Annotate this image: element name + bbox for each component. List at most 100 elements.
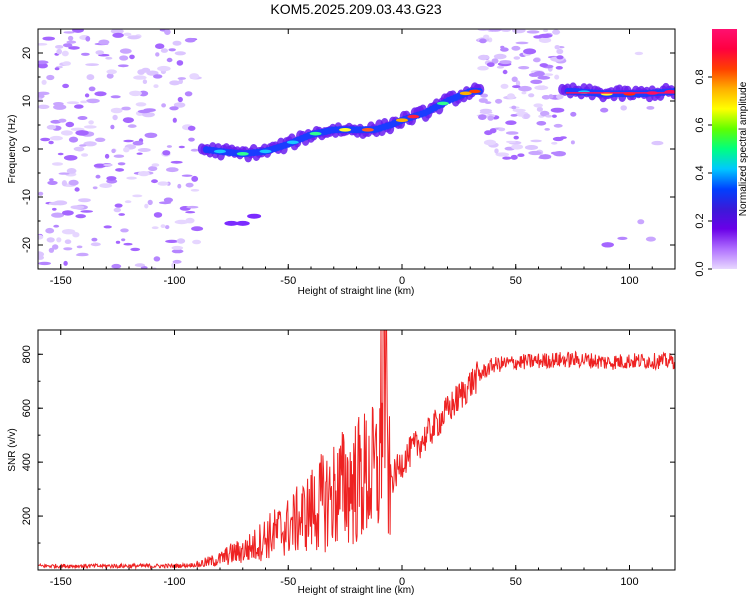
noise-blob	[38, 104, 50, 109]
noise-blob	[192, 239, 202, 245]
noise-blob	[555, 66, 563, 70]
noise-blob	[84, 93, 90, 98]
noise-blob	[550, 107, 565, 113]
noise-blob	[103, 163, 113, 167]
noise-blob	[85, 63, 99, 66]
noise-blob	[76, 252, 89, 256]
noise-blob	[181, 174, 193, 177]
noise-blob	[137, 69, 145, 75]
noise-blob	[38, 191, 44, 196]
noise-blob	[133, 75, 147, 80]
noise-blob	[477, 54, 490, 61]
noise-blob	[170, 160, 183, 164]
noise-blob	[518, 66, 530, 70]
noise-blob	[64, 239, 72, 244]
noise-blob	[526, 30, 540, 34]
spectrogram-x-axis-title: Height of straight line (km)	[298, 286, 415, 297]
noise-blob	[118, 213, 125, 216]
noise-blob	[72, 232, 80, 238]
noise-blob	[151, 179, 158, 184]
noise-blob	[158, 201, 172, 205]
noise-blob	[483, 34, 490, 39]
noise-blob	[129, 90, 142, 97]
noise-blob	[52, 207, 57, 211]
noise-blob	[119, 48, 132, 54]
noise-blob	[190, 148, 199, 152]
noise-blob	[184, 37, 196, 43]
noise-blob	[515, 80, 521, 87]
spectrogram-x-tick-label: -150	[50, 275, 72, 287]
noise-blob	[184, 91, 193, 97]
noise-blob	[191, 175, 199, 182]
noise-blob	[500, 45, 505, 49]
noise-blob	[42, 36, 55, 41]
colorbar-tick-label: 0.6	[694, 117, 706, 132]
ridge-hot-core	[259, 149, 272, 154]
noise-blob	[66, 40, 77, 44]
ridge-hot-core	[339, 128, 352, 132]
noise-blob	[48, 201, 63, 206]
noise-blob	[130, 247, 141, 252]
spectrogram-x-tick-label: 0	[399, 275, 405, 287]
noise-blob	[556, 55, 564, 60]
noise-blob	[68, 136, 79, 143]
snr-y-tick-label: 800	[21, 345, 33, 363]
noise-blob	[51, 162, 64, 166]
noise-blob	[554, 45, 560, 50]
noise-blob	[74, 104, 84, 109]
spectrogram-y-tick-label: 10	[21, 95, 33, 107]
noise-blob	[119, 55, 129, 61]
noise-blob	[113, 154, 125, 158]
noise-blob	[61, 229, 76, 235]
noise-blob	[112, 114, 118, 121]
noise-blob	[168, 48, 176, 52]
noise-blob	[187, 125, 196, 131]
noise-blob	[47, 180, 58, 185]
noise-blob	[634, 51, 644, 56]
noise-blob	[137, 171, 150, 177]
noise-blob	[498, 127, 506, 132]
noise-blob	[88, 86, 96, 92]
noise-blob	[99, 183, 113, 189]
noise-blob	[491, 58, 499, 64]
noise-blob	[502, 156, 512, 160]
noise-blob	[530, 79, 543, 85]
spectrogram-x-tick-label: -50	[280, 275, 296, 287]
spectrogram-y-tick-label: -10	[21, 189, 33, 205]
noise-blob	[617, 236, 628, 240]
noise-blob	[80, 100, 88, 104]
noise-blob	[76, 245, 83, 249]
spectrogram-y-ticks: -20 -10 0 10 20	[21, 28, 675, 270]
noise-blob	[155, 43, 165, 49]
noise-blob	[478, 114, 487, 120]
spectrogram-x-ticks: -150 -100 -50 0 50 100	[37, 29, 676, 287]
noise-blob	[556, 94, 564, 100]
noise-blob	[157, 65, 171, 72]
noise-blob	[500, 29, 512, 32]
noise-blob	[172, 117, 177, 123]
noise-blob	[177, 96, 183, 103]
colorbar-ticks: 0.0 0.2 0.4 0.6 0.8	[694, 69, 712, 277]
noise-blob	[103, 225, 112, 229]
noise-blob	[38, 261, 51, 266]
noise-blob	[523, 48, 537, 55]
ridge-hot-core	[468, 89, 481, 94]
noise-blob	[552, 29, 561, 35]
noise-blob	[500, 83, 509, 89]
noise-blob	[134, 263, 146, 267]
noise-blob	[570, 111, 577, 117]
noise-blob	[480, 93, 488, 98]
snr-y-tick-label: 600	[21, 399, 33, 417]
noise-blob	[52, 244, 59, 250]
noise-blob	[518, 85, 532, 92]
noise-blob	[637, 219, 645, 225]
noise-blob	[537, 75, 551, 80]
low-band-blob	[235, 220, 250, 226]
noise-blob	[67, 35, 74, 41]
noise-blob	[551, 114, 557, 118]
snr-x-tick-label: 0	[399, 576, 405, 588]
noise-blob	[512, 29, 526, 34]
noise-blob	[153, 212, 163, 218]
noise-blob	[174, 219, 189, 225]
noise-blob	[148, 166, 158, 172]
